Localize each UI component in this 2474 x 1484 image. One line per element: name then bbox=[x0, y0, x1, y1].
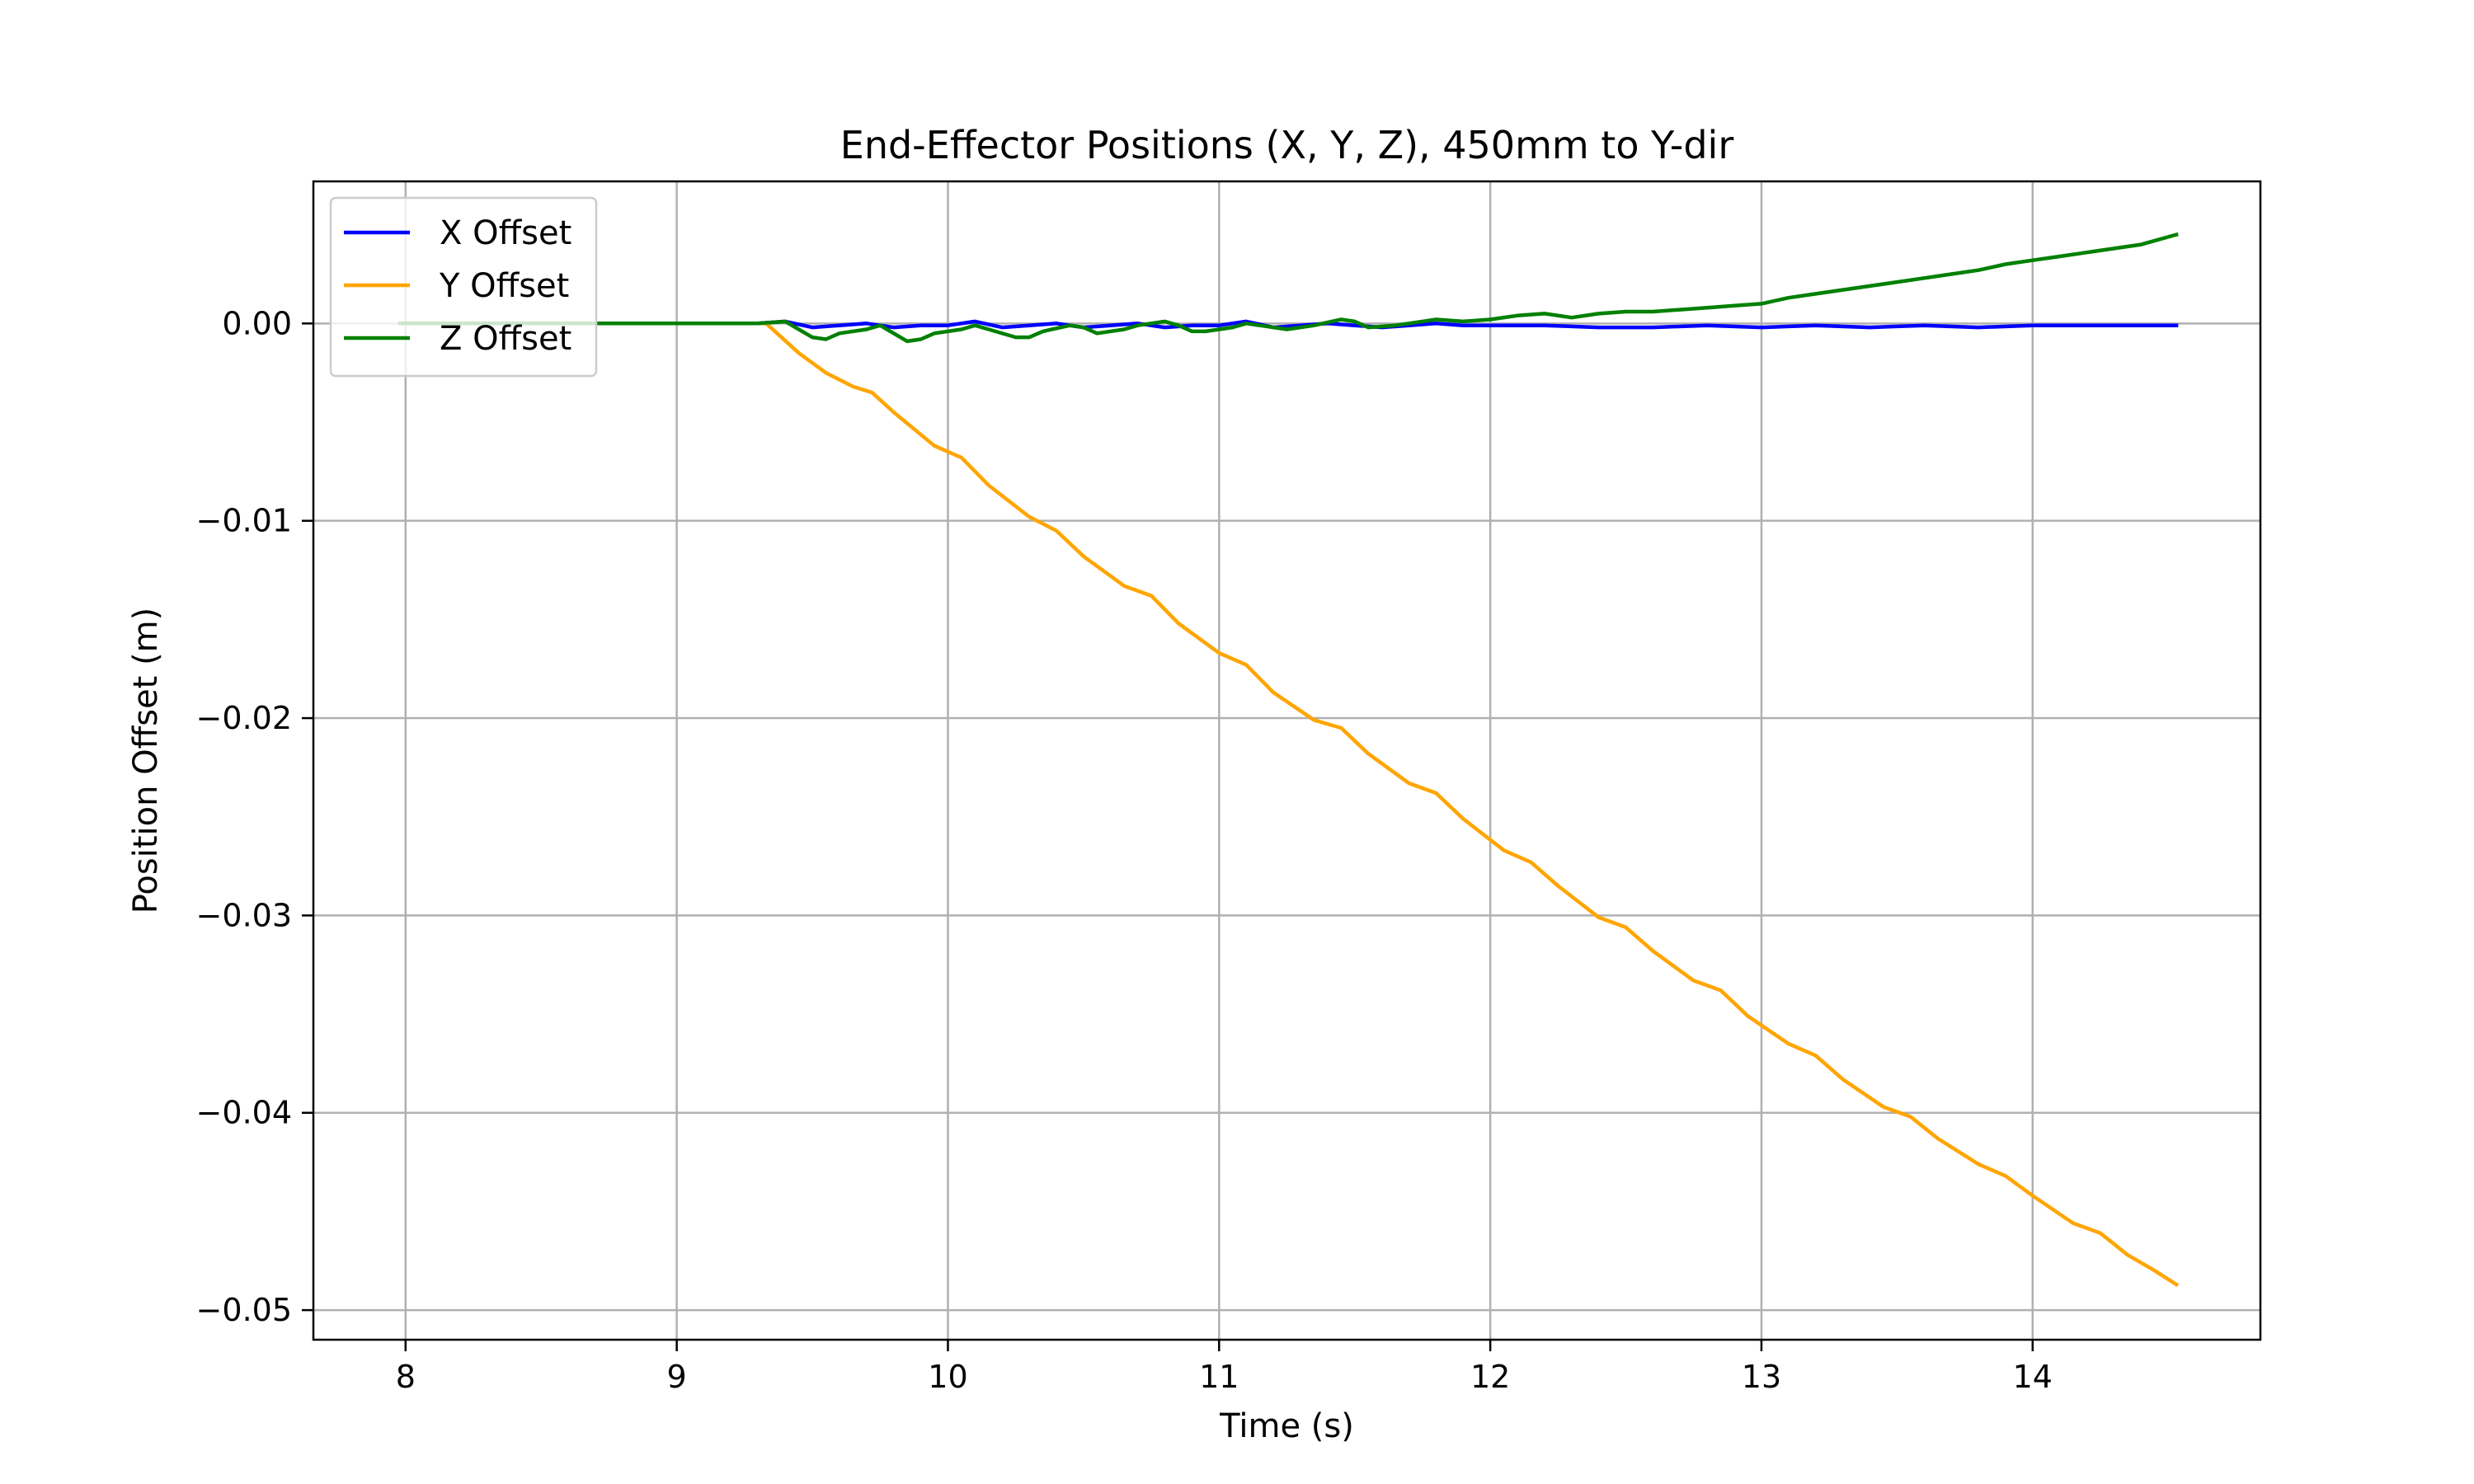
y-axis-label: Position Offset (m) bbox=[127, 608, 165, 914]
legend-box bbox=[329, 196, 598, 378]
y-tick-label: −0.03 bbox=[196, 897, 292, 933]
legend-label-z-offset: Z Offset bbox=[440, 320, 571, 358]
x-axis-label: Time (s) bbox=[1219, 1407, 1354, 1445]
x-tick-label: 9 bbox=[667, 1359, 687, 1395]
series-line-z-offset bbox=[397, 232, 2179, 344]
y-tick-label: −0.01 bbox=[196, 503, 292, 539]
y-tick-label: −0.05 bbox=[196, 1292, 292, 1328]
legend: X Offset Y Offset Z Offset bbox=[329, 196, 598, 378]
x-tick-label: 8 bbox=[396, 1359, 416, 1395]
x-tick-label: 14 bbox=[2013, 1359, 2053, 1395]
series-lines bbox=[397, 232, 2180, 1288]
x-tick-label: 12 bbox=[1470, 1359, 1510, 1395]
x-tick-label: 11 bbox=[1199, 1359, 1239, 1395]
x-tick-label: 13 bbox=[1742, 1359, 1781, 1395]
legend-label-x-offset: X Offset bbox=[440, 214, 571, 252]
plot-frame bbox=[312, 180, 2262, 1341]
y-tick-label: −0.02 bbox=[196, 700, 292, 736]
series-line-y-offset bbox=[397, 322, 2180, 1288]
chart-title: End-Effector Positions (X, Y, Z), 450mm … bbox=[840, 123, 1734, 167]
y-tick-label: −0.04 bbox=[196, 1095, 292, 1131]
ticks: 8 9 10 11 12 13 14 0.00 −0.01 −0.02 −0.03 −0.04 −0.0… bbox=[196, 305, 2053, 1395]
y-tick-label: 0.00 bbox=[222, 305, 292, 341]
x-tick-label: 10 bbox=[928, 1359, 967, 1395]
legend-label-y-offset: Y Offset bbox=[439, 267, 569, 305]
